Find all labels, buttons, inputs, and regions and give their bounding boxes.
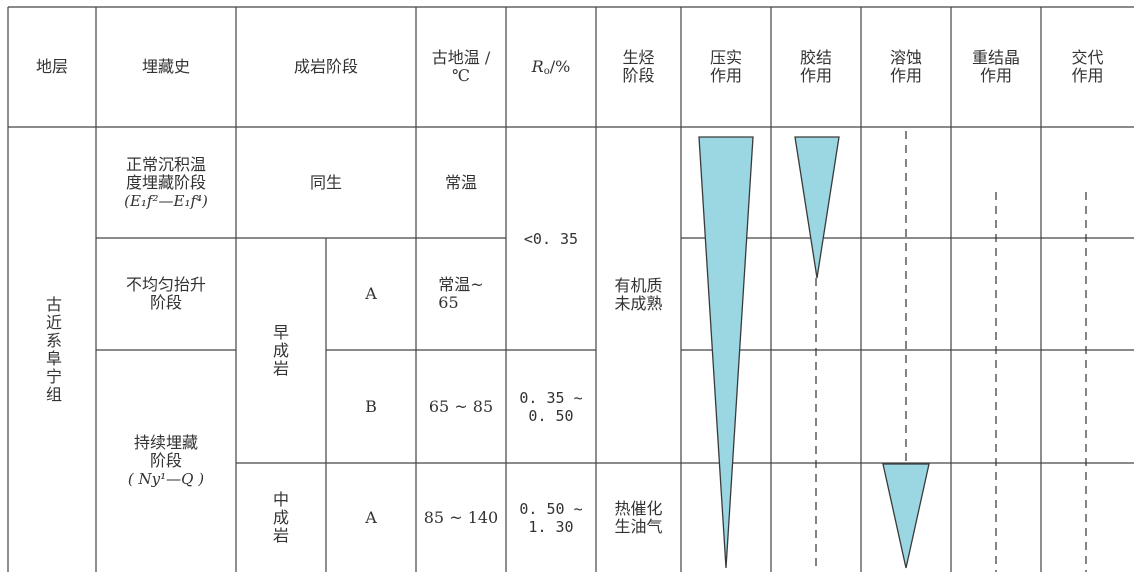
burial-continuous-cell: 持续埋藏 阶段 ( Ny¹—Q ) bbox=[96, 350, 236, 572]
burial-uplift-cell: 不均匀抬升 阶段 bbox=[96, 238, 236, 350]
header-cementation: 胶结 作用 bbox=[771, 7, 861, 127]
substage-middle-a-label: A bbox=[365, 507, 377, 527]
hc-immature-cell: 有机质 未成熟 bbox=[596, 127, 681, 463]
stage-syngenetic-cell: 同生 bbox=[236, 127, 416, 238]
stage-early-cell: 早 成 岩 bbox=[236, 238, 326, 463]
header-formation-label: 地层 bbox=[35, 57, 68, 76]
header-dissolution: 溶蚀 作用 bbox=[861, 7, 951, 127]
temp-normal-value: 常温 bbox=[444, 172, 477, 192]
hc-thermocatalytic-cell: 热催化 生油气 bbox=[596, 463, 681, 572]
burial-normal-label: 正常沉积温 度埋藏阶段 bbox=[125, 154, 206, 192]
stage-middle-cell: 中 成 岩 bbox=[236, 463, 326, 572]
compaction-intensity-wedge bbox=[698, 136, 754, 569]
header-burial-history-label: 埋藏史 bbox=[141, 57, 190, 76]
header-burial-history: 埋藏史 bbox=[96, 7, 236, 127]
temp-middle-a-value: 85 ~ 140 bbox=[423, 507, 499, 527]
cementation-intensity-wedge bbox=[794, 136, 840, 279]
ro-early-b-value: 0. 35 ~ 0. 50 bbox=[519, 388, 583, 425]
header-cementation-label: 胶结 作用 bbox=[799, 48, 832, 85]
substage-early-a-cell: A bbox=[326, 238, 416, 350]
header-paleotemperature-label: 古地温 / ℃ bbox=[431, 48, 491, 85]
temp-uplift-cell: 常温~ 65 bbox=[416, 238, 506, 350]
dissolution-intensity-wedge bbox=[882, 463, 930, 569]
header-recrystallization: 重结晶 作用 bbox=[951, 7, 1041, 127]
ro-subscript: o bbox=[543, 66, 550, 77]
ro-immature-cell: <0. 35 bbox=[506, 127, 596, 350]
ro-early-b-cell: 0. 35 ~ 0. 50 bbox=[506, 350, 596, 463]
formation-cell: 古近系阜宁组 bbox=[8, 127, 96, 572]
header-hc-generation: 生烃 阶段 bbox=[596, 7, 681, 127]
header-metasomatism-label: 交代 作用 bbox=[1071, 48, 1104, 85]
hc-immature-label: 有机质 未成熟 bbox=[614, 276, 663, 313]
temp-normal-cell: 常温 bbox=[416, 127, 506, 238]
burial-continuous-formula: ( Ny¹—Q ) bbox=[127, 470, 205, 488]
header-compaction: 压实 作用 bbox=[681, 7, 771, 127]
ro-symbol: R bbox=[531, 57, 544, 76]
ro-middle-a-value: 0. 50 ~ 1. 30 bbox=[519, 499, 583, 536]
substage-early-b-cell: B bbox=[326, 350, 416, 463]
header-compaction-label: 压实 作用 bbox=[709, 48, 742, 85]
temp-middle-a-cell: 85 ~ 140 bbox=[416, 463, 506, 572]
ro-middle-a-cell: 0. 50 ~ 1. 30 bbox=[506, 463, 596, 572]
temp-uplift-value: 常温~ 65 bbox=[438, 275, 484, 312]
header-metasomatism: 交代 作用 bbox=[1041, 7, 1134, 127]
temp-early-b-cell: 65 ~ 85 bbox=[416, 350, 506, 463]
burial-normal-formula: (E₁f²—E₁f⁴) bbox=[124, 191, 208, 210]
stage-syngenetic-label: 同生 bbox=[309, 172, 342, 192]
substage-middle-a-cell: A bbox=[326, 463, 416, 572]
header-diagenetic-stage: 成岩阶段 bbox=[236, 7, 416, 127]
header-hc-generation-label: 生烃 阶段 bbox=[622, 48, 655, 85]
stage-middle-label: 中 成 岩 bbox=[272, 489, 289, 545]
burial-normal-cell: 正常沉积温 度埋藏阶段 (E₁f²—E₁f⁴) bbox=[96, 127, 236, 238]
burial-uplift-label: 不均匀抬升 阶段 bbox=[125, 275, 206, 312]
stage-early-label: 早 成 岩 bbox=[272, 322, 289, 378]
formation-name: 古近系阜宁组 bbox=[43, 295, 62, 404]
header-recrystallization-label: 重结晶 作用 bbox=[971, 48, 1020, 85]
header-dissolution-label: 溶蚀 作用 bbox=[889, 48, 922, 85]
substage-early-a-label: A bbox=[365, 284, 377, 303]
ro-unit: /% bbox=[549, 57, 571, 76]
ro-immature-value: <0. 35 bbox=[523, 229, 579, 248]
hc-thermocatalytic-label: 热催化 生油气 bbox=[614, 498, 663, 536]
substage-early-b-label: B bbox=[365, 396, 377, 416]
temp-early-b-value: 65 ~ 85 bbox=[428, 396, 494, 416]
burial-continuous-label: 持续埋藏 阶段 bbox=[133, 433, 198, 470]
header-diagenetic-stage-label: 成岩阶段 bbox=[293, 57, 358, 76]
header-formation: 地层 bbox=[8, 7, 96, 127]
header-paleotemperature: 古地温 / ℃ bbox=[416, 7, 506, 127]
